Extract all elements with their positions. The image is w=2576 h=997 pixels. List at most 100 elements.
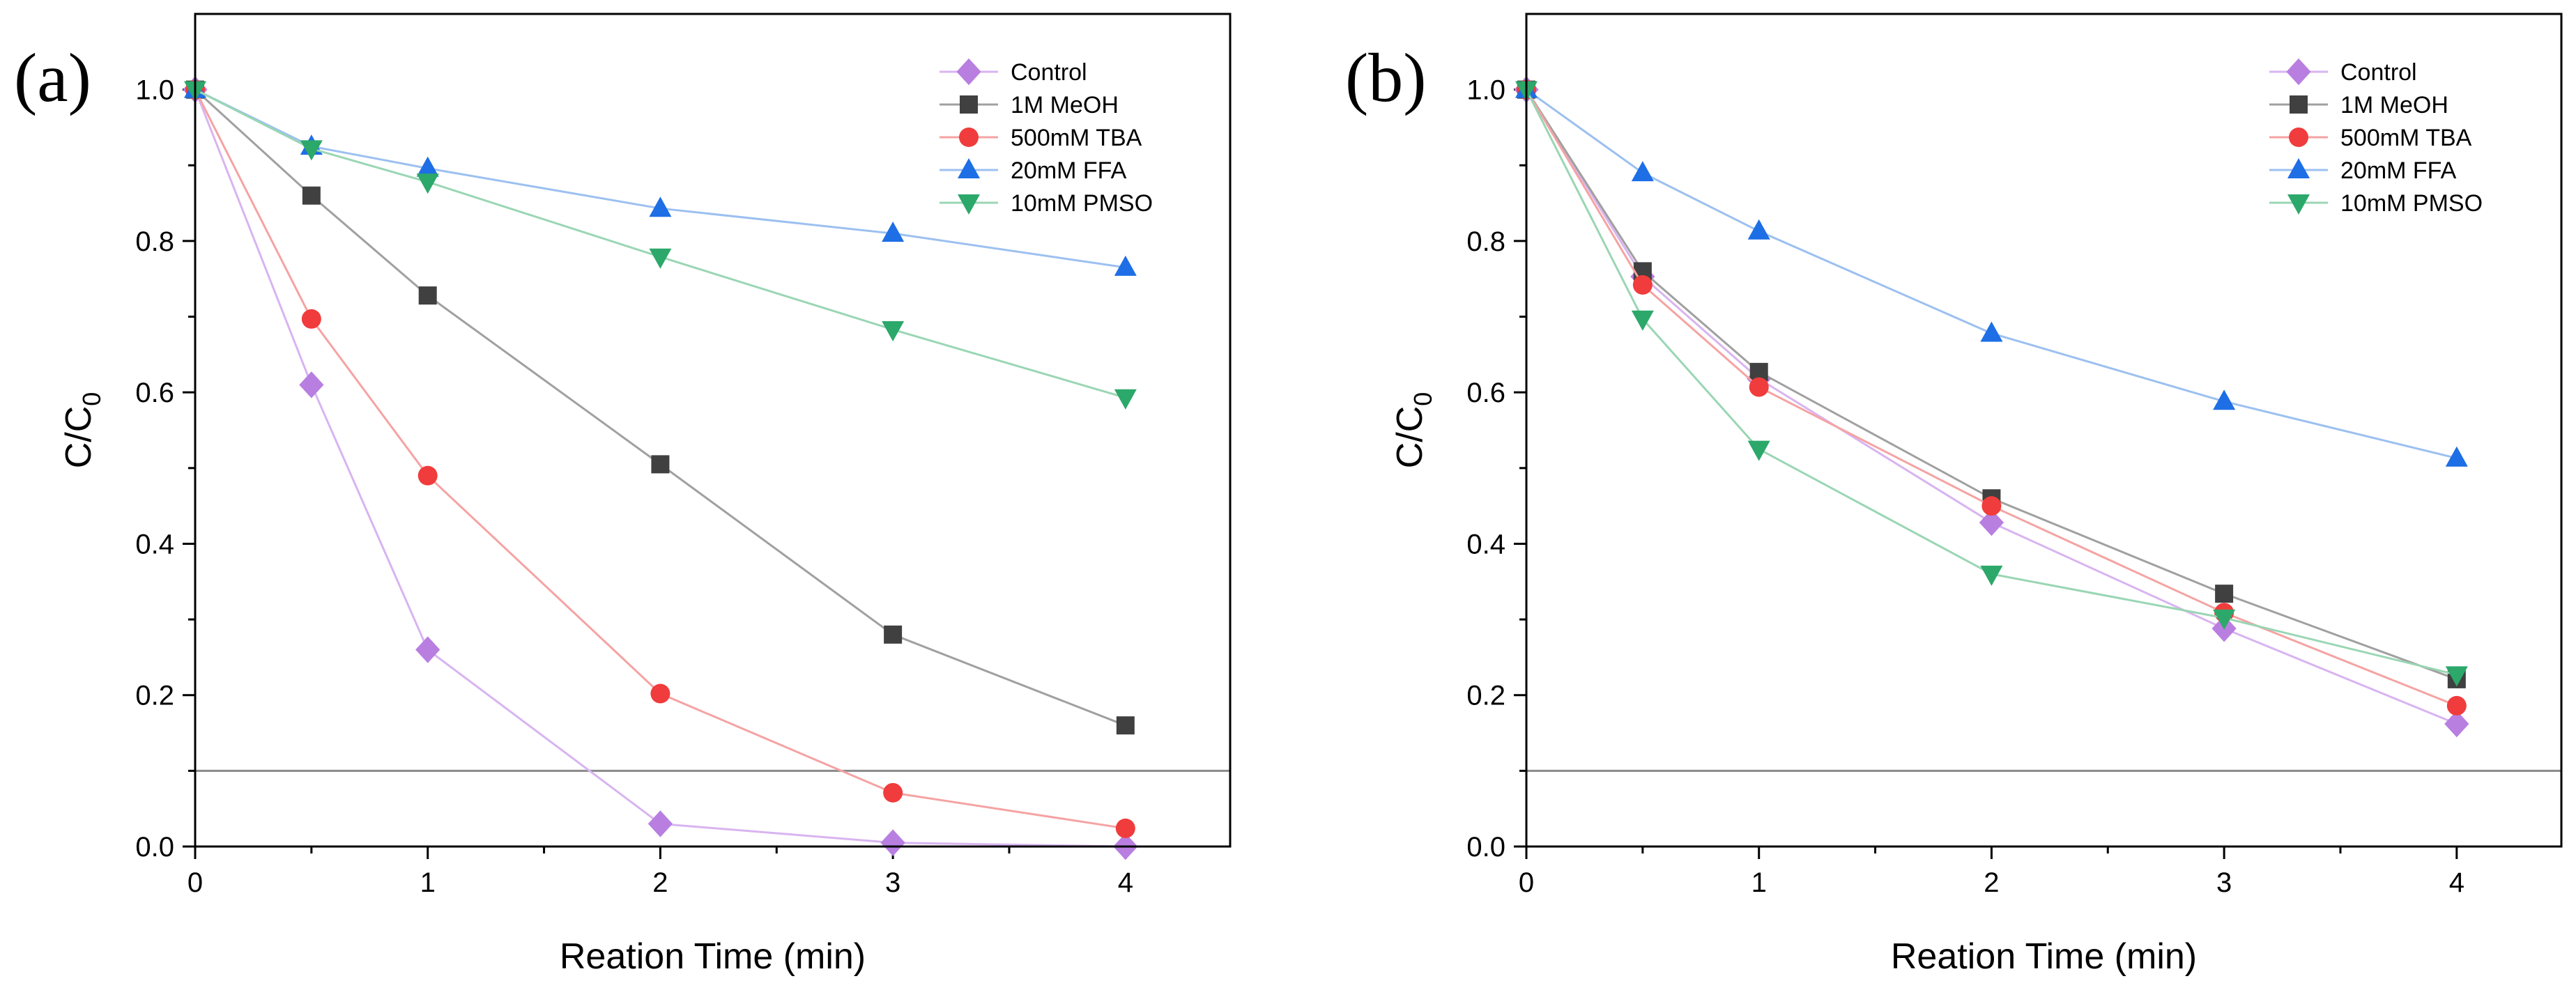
panel-a-legend-label-ffa: 20mM FFA (1011, 157, 1127, 184)
panel-a-x-tick-label: 4 (1118, 867, 1133, 898)
panel-b-x-tick-label: 4 (2449, 867, 2464, 898)
panel-a-x-tick-label: 3 (885, 867, 900, 898)
panel-a-point-ffa (882, 222, 905, 242)
panel-a-point-ffa (1114, 255, 1137, 276)
panel-a-point-meoh (651, 455, 670, 474)
panel-a-legend-label-pmso: 10mM PMSO (1011, 190, 1153, 217)
panel-b-x-tick-label: 2 (1984, 867, 1999, 898)
panel-a-x-tick-label: 2 (652, 867, 668, 898)
panel-b-line-pmso (1525, 88, 2458, 676)
panel-a-point-tba (650, 683, 670, 704)
panel-a: 0 1 2 3 4 0.0 0.2 0.4 0.6 0.8 1.0 Reation Time (min… (14, 13, 1232, 977)
panel-b-y-tick-label: 0.8 (1466, 226, 1505, 257)
panel-a-y-axis-subscript: 0 (77, 392, 106, 406)
panel-b-y-axis-title: C/C0 (1390, 392, 1437, 469)
panel-b-line-meoh (1525, 88, 2458, 681)
panel-a-series-meoh (186, 80, 1135, 735)
panel-a-legend-label-tba: 500mM TBA (1011, 125, 1142, 151)
panel-a-point-tba (301, 309, 321, 329)
panel-b-x-tick-label: 3 (2216, 867, 2232, 898)
panel-a-point-pmso (416, 173, 439, 194)
panel-a-plot-frame (194, 13, 1232, 848)
panel-a-label: (a) (14, 39, 91, 116)
panel-b-legend-label-tba: 500mM TBA (2340, 125, 2472, 151)
panel-b-point-tba (1632, 275, 1653, 295)
panel-a-y-tick-label: 0.0 (135, 832, 174, 863)
panel-b-series-ffa (1515, 77, 2468, 467)
panel-b-point-control (2444, 710, 2469, 738)
panel-a-point-pmso (882, 321, 905, 342)
panel-a-line-control (194, 89, 1126, 848)
panel-a-point-pmso (300, 140, 323, 161)
panel-a-point-tba (883, 782, 903, 803)
panel-b-x-tick-label: 1 (1751, 867, 1767, 898)
panel-b-point-pmso (1980, 565, 2003, 586)
panel-a-point-control (647, 810, 673, 837)
panel-a-x-axis-title: Reation Time (min) (560, 936, 866, 977)
panel-a-point-pmso (649, 248, 672, 269)
panel-b-legend-marker-meoh (2290, 95, 2308, 114)
panel-a-legend: Control 1M MeOH 500mM TBA 20mM FFA 10mM PMSO (940, 58, 1153, 217)
panel-a-legend-marker-meoh (960, 95, 978, 114)
panel-a-legend-label-meoh: 1M MeOH (1011, 92, 1119, 118)
panel-b-y-axis-subscript: 0 (1409, 392, 1437, 406)
panel-a-point-meoh (1116, 716, 1135, 735)
panel-b-legend-label-control: Control (2340, 59, 2417, 86)
panel-a-y-tick-label: 0.6 (135, 378, 174, 408)
panel-b-point-ffa (1747, 219, 1770, 240)
panel-a-y-tick-label: 1.0 (135, 75, 174, 106)
panel-a-series-ffa (184, 77, 1137, 276)
panel-b-y-tick-label: 1.0 (1466, 75, 1505, 106)
panel-b: 0 1 2 3 4 0.0 0.2 0.4 0.6 0.8 1.0 Reation Time (min… (1345, 13, 2563, 977)
panel-b-y-tick-label: 0.6 (1466, 378, 1505, 408)
panel-b-point-pmso (1631, 310, 1654, 331)
panel-a-point-meoh (302, 186, 321, 205)
panel-b-point-pmso (2445, 666, 2468, 687)
panel-b-legend: Control 1M MeOH 500mM TBA 20mM FFA 10mM PMSO (2269, 58, 2483, 217)
panel-a-point-ffa (649, 196, 672, 217)
panel-a-point-control (299, 371, 324, 399)
panel-b-point-pmso (1747, 440, 1770, 461)
panel-a-point-control (415, 636, 440, 663)
panel-b-series-tba (1517, 79, 2467, 716)
panel-a-legend-label-control: Control (1011, 59, 1087, 86)
panel-b-legend-marker-control (2286, 58, 2311, 86)
panel-b-legend-marker-ffa (2287, 158, 2310, 178)
panel-b-y-tick-label: 0.0 (1466, 832, 1505, 863)
panel-b-line-ffa (1526, 88, 2458, 460)
panel-a-legend-marker-tba (959, 127, 979, 147)
panel-b-y-tick-label: 0.4 (1466, 529, 1505, 559)
panel-b-legend-marker-pmso (2287, 194, 2310, 215)
panel-b-line-control (1525, 88, 2458, 725)
panel-b-point-control (1979, 509, 2004, 536)
panel-a-y-tick-label: 0.2 (135, 681, 174, 711)
panel-b-series-meoh (1517, 80, 2466, 688)
panel-a-point-meoh (884, 625, 903, 644)
panel-a-point-pmso (1114, 389, 1137, 410)
panel-b-x-axis-title: Reation Time (min) (1891, 936, 2197, 977)
panel-a-y-tick-label: 0.8 (135, 226, 174, 257)
panel-b-point-tba (1981, 496, 2002, 516)
panel-a-line-tba (194, 88, 1126, 830)
panel-a-legend-marker-control (956, 58, 981, 86)
panel-a-x-tick-label: 1 (420, 867, 436, 898)
panel-a-line-meoh (194, 88, 1126, 727)
panel-b-x-tick-label: 0 (1519, 867, 1534, 898)
panel-b-point-tba (2446, 695, 2467, 716)
panel-a-point-tba (1115, 818, 1135, 838)
panel-b-y-tick-label: 0.2 (1466, 681, 1505, 711)
panel-a-legend-marker-ffa (958, 158, 980, 178)
panel-a-point-control (880, 829, 905, 856)
panel-b-plot-frame (1525, 13, 2563, 848)
panel-b-point-tba (1749, 377, 1769, 397)
panel-b-legend-label-meoh: 1M MeOH (2340, 92, 2448, 118)
panel-a-y-tick-label: 0.4 (135, 529, 174, 559)
panel-a-legend-marker-pmso (958, 194, 980, 215)
panel-b-point-ffa (1980, 321, 2003, 342)
panel-a-point-meoh (418, 286, 437, 305)
panel-b-point-ffa (2445, 446, 2468, 467)
panel-a-point-tba (417, 465, 438, 486)
panel-a-line-ffa (194, 88, 1126, 269)
panel-b-point-pmso (2213, 609, 2236, 630)
panel-a-series-pmso (184, 81, 1137, 410)
